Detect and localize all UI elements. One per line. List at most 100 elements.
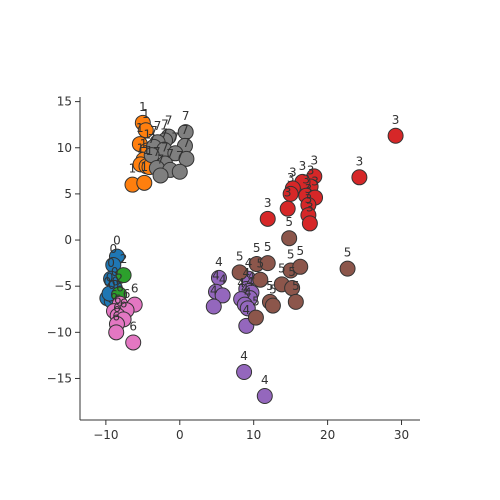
point-label: 6 xyxy=(116,281,124,295)
point-label: 7 xyxy=(176,149,184,163)
point-label: 4 xyxy=(241,282,249,296)
point-label: 6 xyxy=(113,301,121,315)
point-label: 6 xyxy=(129,319,137,333)
point-label: 1 xyxy=(142,107,150,121)
point-label: 6 xyxy=(120,296,128,310)
scatter-point-cluster-3 xyxy=(301,215,318,232)
point-label: 7 xyxy=(148,132,156,146)
point-label: 1 xyxy=(143,143,151,157)
scatter-point-cluster-3 xyxy=(279,200,296,217)
point-label: 5 xyxy=(266,279,274,293)
scatter-point-cluster-7 xyxy=(171,163,188,180)
y-tick-label: 0 xyxy=(64,233,72,247)
scatter-point-cluster-1 xyxy=(137,122,154,139)
point-label: 6 xyxy=(112,309,120,323)
point-label: 7 xyxy=(157,152,165,166)
scatter-point-cluster-5 xyxy=(287,293,304,310)
point-label: 0 xyxy=(107,256,115,270)
point-label: 6 xyxy=(123,287,131,301)
point-label: 5 xyxy=(236,249,244,263)
x-tick-label: 0 xyxy=(176,428,184,442)
scatter-point-cluster-5 xyxy=(339,260,356,277)
x-tick-label: 30 xyxy=(394,428,409,442)
scatter-point-cluster-3 xyxy=(351,169,368,186)
scatter-point-cluster-4 xyxy=(214,287,231,304)
point-label: 5 xyxy=(252,295,260,309)
point-label: 1 xyxy=(136,121,144,135)
point-label: 7 xyxy=(160,127,168,141)
point-label: 0 xyxy=(113,234,121,248)
point-label: 7 xyxy=(161,117,169,131)
point-label: 7 xyxy=(182,109,190,123)
point-label: 6 xyxy=(131,282,139,296)
point-label: 3 xyxy=(305,192,313,206)
point-label: 4 xyxy=(246,275,254,289)
point-label: 4 xyxy=(219,272,227,286)
point-label: 1 xyxy=(137,141,145,155)
point-label: 5 xyxy=(344,246,352,260)
points-layer xyxy=(99,114,404,405)
point-label: 5 xyxy=(287,247,295,261)
point-label: 3 xyxy=(310,153,318,167)
point-label: 5 xyxy=(278,261,286,275)
point-label: 0 xyxy=(108,278,116,292)
point-label: 5 xyxy=(285,215,293,229)
point-label: 4 xyxy=(237,276,245,290)
point-label: 5 xyxy=(288,265,296,279)
scatter-point-cluster-5 xyxy=(264,297,281,314)
scatter-point-cluster-5 xyxy=(259,255,276,272)
y-tick-label: 15 xyxy=(57,95,72,109)
point-label: 7 xyxy=(154,119,162,133)
point-label: 5 xyxy=(264,240,272,254)
scatter-point-cluster-3 xyxy=(387,127,404,144)
point-label: 7 xyxy=(183,136,191,150)
point-label: 3 xyxy=(305,182,313,196)
point-label: 3 xyxy=(264,196,272,210)
scatter-point-cluster-5 xyxy=(252,271,269,288)
y-tick-label: −5 xyxy=(54,279,72,293)
y-tick-label: −15 xyxy=(47,371,72,385)
point-label: 1 xyxy=(146,144,154,158)
scatter-point-cluster-5 xyxy=(231,264,248,281)
point-label: 7 xyxy=(150,124,158,138)
scatter-point-cluster-6 xyxy=(125,334,142,351)
point-label: 3 xyxy=(311,175,319,189)
point-label: 4 xyxy=(240,349,248,363)
scatter-point-cluster-6 xyxy=(108,324,125,341)
point-label: 2 xyxy=(115,271,123,285)
point-label: 0 xyxy=(104,275,112,289)
point-label: 1 xyxy=(139,100,147,114)
scatter-point-cluster-2 xyxy=(115,267,132,284)
point-label: 3 xyxy=(307,164,315,178)
scatter-point-cluster-5 xyxy=(292,258,309,275)
point-label: 3 xyxy=(289,165,297,179)
scatter-point-cluster-4 xyxy=(205,298,222,315)
point-label: 6 xyxy=(114,293,122,307)
point-label: 3 xyxy=(287,171,295,185)
y-tick-label: 10 xyxy=(57,141,72,155)
point-label: 3 xyxy=(302,173,310,187)
point-label: 1 xyxy=(140,137,148,151)
point-label: 4 xyxy=(244,285,252,299)
point-label: 5 xyxy=(257,257,265,271)
scatter-point-cluster-4 xyxy=(256,388,273,405)
point-label: 3 xyxy=(284,186,292,200)
point-label: 5 xyxy=(269,283,277,297)
point-label: 0 xyxy=(106,271,114,285)
x-tick-label: 20 xyxy=(320,428,335,442)
point-label: 7 xyxy=(161,140,169,154)
point-label: 7 xyxy=(172,130,180,144)
point-label: 0 xyxy=(109,242,117,256)
scatter-point-cluster-5 xyxy=(281,230,298,247)
point-label: 1 xyxy=(143,128,151,142)
scatter-point-cluster-7 xyxy=(152,167,169,184)
point-label: 2 xyxy=(120,252,128,266)
point-label: 3 xyxy=(392,113,400,127)
point-label: 4 xyxy=(210,283,218,297)
scatter-point-cluster-7 xyxy=(178,150,195,167)
point-label: 0 xyxy=(112,274,120,288)
